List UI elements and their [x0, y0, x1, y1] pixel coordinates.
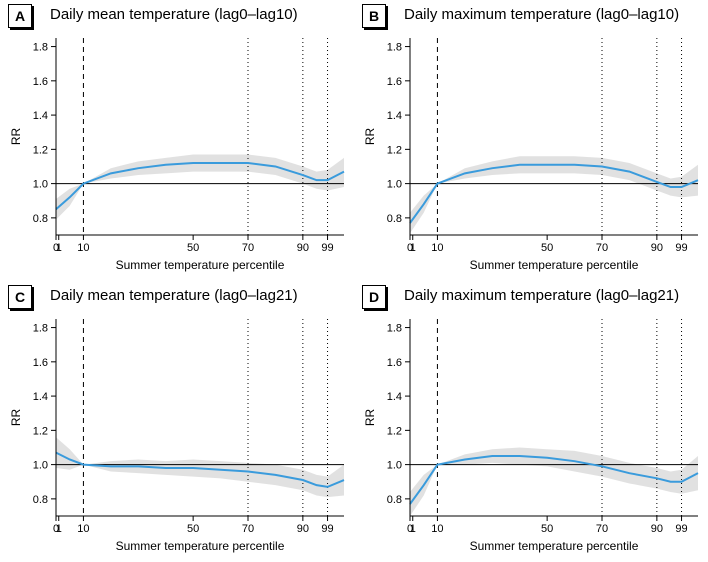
x-tick-label: 50: [187, 523, 199, 535]
y-tick-label: 1.2: [387, 144, 402, 156]
y-tick-label: 0.8: [387, 494, 402, 506]
panel-c: C Daily mean temperature (lag0–lag21) 0110…: [0, 281, 354, 562]
y-tick-label: 1.0: [33, 460, 48, 472]
x-axis-label: Summer temperature percentile: [470, 539, 639, 553]
x-axis-label: Summer temperature percentile: [470, 258, 639, 272]
panel-title: Daily mean temperature (lag0–lag10): [50, 6, 298, 23]
x-tick-label: 1: [56, 242, 62, 254]
x-tick-label: 10: [431, 242, 443, 254]
x-tick-label: 70: [596, 242, 608, 254]
x-tick-label: 70: [242, 523, 254, 535]
x-tick-label: 99: [675, 523, 687, 535]
x-tick-label: 99: [321, 523, 333, 535]
panel-d: D Daily maximum temperature (lag0–lag21) 0…: [354, 281, 708, 562]
plot-area: 0110507090990.81.01.21.41.61.8RRSummer t…: [56, 319, 344, 516]
panel-b: B Daily maximum temperature (lag0–lag10) 0…: [354, 0, 708, 281]
panel-grid: A Daily mean temperature (lag0–lag10) 0110…: [0, 0, 708, 562]
panel-letter: B: [362, 4, 386, 28]
x-tick-label: 50: [187, 242, 199, 254]
x-tick-label: 10: [77, 523, 89, 535]
panel-letter: C: [8, 285, 32, 309]
y-tick-label: 1.8: [387, 323, 402, 335]
y-tick-label: 1.4: [33, 110, 48, 122]
y-tick-label: 1.8: [33, 42, 48, 54]
y-tick-label: 1.0: [387, 179, 402, 191]
panel-a: A Daily mean temperature (lag0–lag10) 0110…: [0, 0, 354, 281]
confidence-band: [56, 437, 344, 497]
x-tick-label: 99: [675, 242, 687, 254]
panel-title: Daily maximum temperature (lag0–lag21): [404, 287, 679, 304]
y-tick-label: 1.6: [33, 357, 48, 369]
panel-title: Daily mean temperature (lag0–lag21): [50, 287, 298, 304]
x-tick-label: 10: [77, 242, 89, 254]
y-tick-label: 0.8: [33, 213, 48, 225]
x-axis-label: Summer temperature percentile: [116, 539, 285, 553]
x-tick-label: 70: [242, 242, 254, 254]
x-tick-label: 99: [321, 242, 333, 254]
y-tick-label: 1.2: [33, 425, 48, 437]
x-tick-label: 10: [431, 523, 443, 535]
plot-area: 0110507090990.81.01.21.41.61.8RRSummer t…: [410, 38, 698, 235]
plot-area: 0110507090990.81.01.21.41.61.8RRSummer t…: [56, 38, 344, 235]
y-axis-label: RR: [9, 409, 23, 427]
x-tick-label: 90: [297, 523, 309, 535]
y-tick-label: 0.8: [33, 494, 48, 506]
x-tick-label: 90: [297, 242, 309, 254]
y-tick-label: 1.4: [387, 391, 402, 403]
y-tick-label: 1.6: [387, 76, 402, 88]
panel-title: Daily maximum temperature (lag0–lag10): [404, 6, 679, 23]
x-tick-label: 90: [651, 523, 663, 535]
y-tick-label: 1.2: [387, 425, 402, 437]
x-tick-label: 1: [56, 523, 62, 535]
y-tick-label: 1.6: [387, 357, 402, 369]
x-tick-label: 50: [541, 523, 553, 535]
plot-area: 0110507090990.81.01.21.41.61.8RRSummer t…: [410, 319, 698, 516]
y-tick-label: 1.8: [387, 42, 402, 54]
y-tick-label: 1.4: [387, 110, 402, 122]
x-tick-label: 90: [651, 242, 663, 254]
x-axis-label: Summer temperature percentile: [116, 258, 285, 272]
confidence-band: [410, 156, 698, 233]
panel-letter: D: [362, 285, 386, 309]
y-tick-label: 1.4: [33, 391, 48, 403]
y-tick-label: 1.6: [33, 76, 48, 88]
confidence-band: [56, 154, 344, 219]
y-tick-label: 1.8: [33, 323, 48, 335]
x-tick-label: 1: [410, 523, 416, 535]
x-tick-label: 1: [410, 242, 416, 254]
x-tick-label: 50: [541, 242, 553, 254]
y-axis-label: RR: [363, 409, 377, 427]
y-tick-label: 0.8: [387, 213, 402, 225]
x-tick-label: 70: [596, 523, 608, 535]
y-tick-label: 1.0: [387, 460, 402, 472]
y-axis-label: RR: [9, 128, 23, 146]
panel-letter: A: [8, 4, 32, 28]
y-tick-label: 1.2: [33, 144, 48, 156]
y-axis-label: RR: [363, 128, 377, 146]
y-tick-label: 1.0: [33, 179, 48, 191]
